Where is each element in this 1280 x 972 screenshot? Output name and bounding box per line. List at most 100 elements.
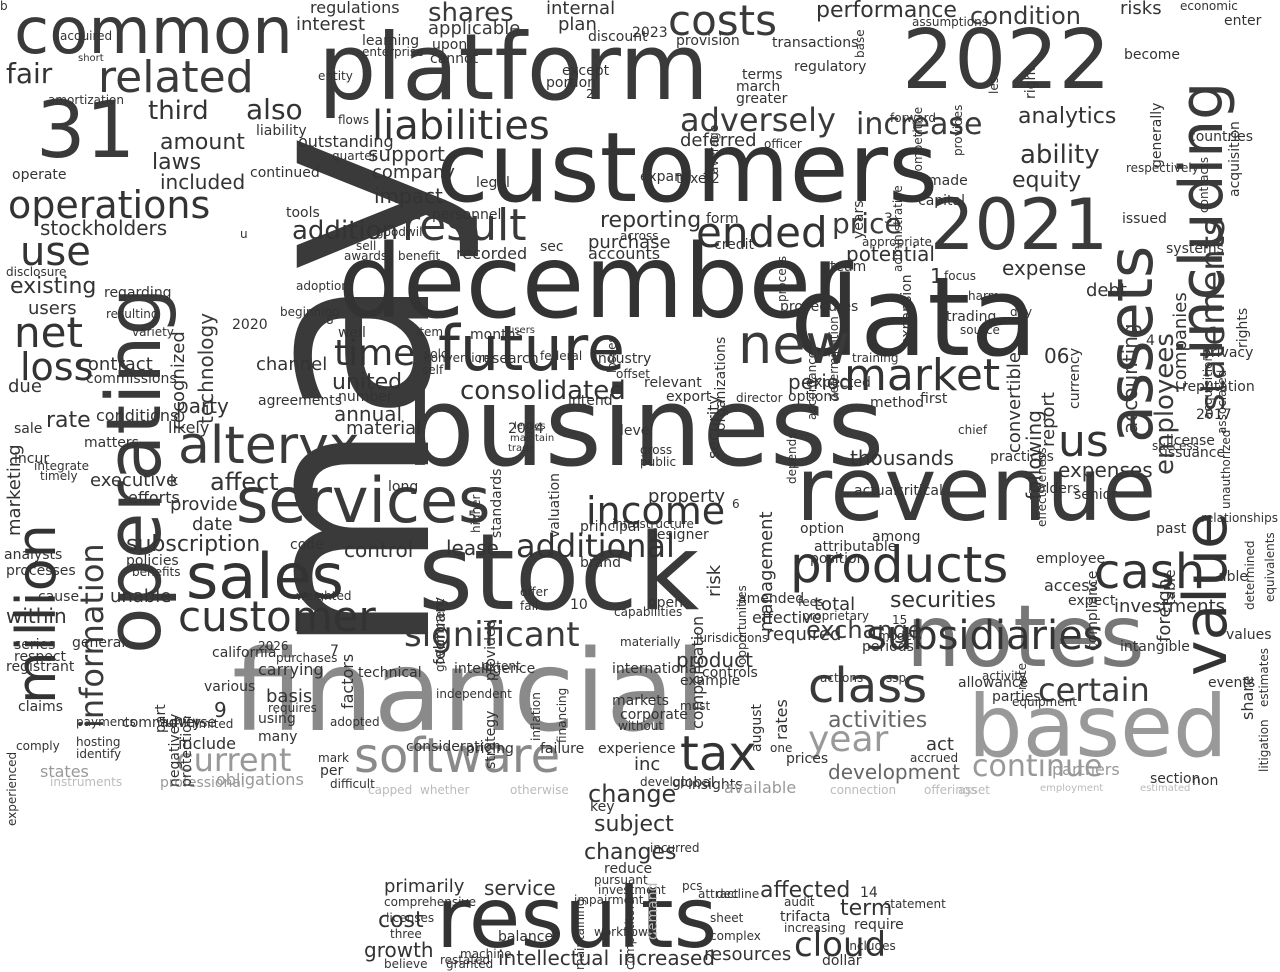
word-198: 2023 <box>632 25 668 41</box>
word-442: sheet <box>710 911 744 925</box>
word-203: issued <box>1122 211 1167 227</box>
word-455: 8 <box>326 313 334 327</box>
word-227: offer <box>520 585 548 599</box>
word-94: rate <box>46 408 91 433</box>
word-51: loss <box>20 345 94 389</box>
word-2: financial <box>232 627 706 757</box>
word-25: alteryx <box>178 416 360 476</box>
word-344: terms <box>742 67 783 83</box>
word-349: transactions <box>772 35 859 51</box>
word-461: 06 <box>1044 344 1070 368</box>
word-21: future <box>438 312 625 385</box>
word-457: 10 <box>570 597 588 613</box>
word-221: operate <box>12 167 67 183</box>
word-29: tax <box>680 726 757 782</box>
word-361: continued <box>250 165 320 181</box>
word-226: fail <box>520 599 539 613</box>
word-205: first <box>920 391 948 407</box>
word-214: contracts <box>1197 156 1211 213</box>
word-89: existing <box>10 274 97 299</box>
word-305: general <box>72 635 126 651</box>
word-276: asset <box>958 783 990 797</box>
word-337: entity <box>318 69 353 83</box>
word-358: credit <box>714 237 755 253</box>
word-364: goodwill <box>376 225 426 239</box>
word-259: require <box>854 917 904 933</box>
word-261: dollar <box>822 953 862 969</box>
word-102: support <box>368 142 445 166</box>
word-279: professional <box>160 775 245 791</box>
word-174: property <box>648 486 726 507</box>
word-133: likely <box>168 418 210 437</box>
word-32: related <box>98 52 254 103</box>
word-121: report <box>1038 391 1059 447</box>
word-76: affected <box>760 878 851 903</box>
word-34: costs <box>668 0 778 45</box>
word-284: trade <box>508 443 535 454</box>
word-7: platform <box>318 14 709 121</box>
word-31: class <box>808 658 928 714</box>
word-85: amount <box>160 130 245 155</box>
word-109: purchase <box>588 232 671 253</box>
word-394: day <box>1010 305 1033 319</box>
word-458: 12 <box>702 171 720 187</box>
word-223: short <box>78 53 104 64</box>
word-363: personnel <box>432 207 502 223</box>
word-312: hosting <box>76 735 121 749</box>
word-127: material <box>346 418 422 439</box>
word-112: deferred <box>680 130 757 151</box>
word-353: discount <box>588 29 648 45</box>
word-183: failure <box>540 741 585 757</box>
word-240: users <box>508 325 536 336</box>
word-446: employment <box>1040 783 1104 794</box>
word-454: 7 <box>330 643 339 659</box>
word-170: total <box>814 594 856 615</box>
word-436: machine <box>460 947 512 961</box>
word-330: right <box>1023 66 1039 100</box>
word-417: disclosure <box>6 265 67 279</box>
word-397: accrued <box>910 751 959 765</box>
word-391: self <box>422 363 444 377</box>
word-160: inc <box>634 754 661 775</box>
word-199: 2024 <box>508 421 544 437</box>
word-167: parties <box>992 689 1041 705</box>
word-319: estimates <box>1257 647 1271 707</box>
word-101: impact <box>374 184 443 208</box>
word-406: note <box>1015 662 1029 690</box>
word-434: three <box>390 927 422 941</box>
word-262: comprehensive <box>384 895 476 909</box>
word-9: revenue <box>796 438 1157 541</box>
word-415: associated <box>1215 370 1229 435</box>
word-71: cost <box>378 908 424 933</box>
word-265: restated <box>440 953 491 967</box>
word-452: 5 <box>468 509 477 525</box>
word-136: control <box>344 538 414 562</box>
word-49: use <box>20 229 91 275</box>
word-187: senior <box>1074 487 1117 503</box>
word-431: inflation <box>529 692 543 741</box>
word-238: conversion <box>424 351 490 365</box>
word-335: quarter <box>332 149 377 163</box>
word-218: capital <box>918 193 966 209</box>
word-4: customers <box>436 112 939 224</box>
word-264: believe <box>384 957 428 971</box>
word-432: financing <box>555 687 569 743</box>
word-413: opportunities <box>735 584 749 665</box>
word-370: sec <box>540 239 564 255</box>
word-247: designer <box>648 527 709 543</box>
word-114: expense <box>1002 256 1087 280</box>
word-43: continue <box>972 749 1103 784</box>
word-366: awards <box>344 249 388 263</box>
word-66: exchange <box>806 616 923 644</box>
word-291: actual <box>854 483 898 499</box>
word-126: annual <box>334 402 403 426</box>
word-233: well <box>338 325 366 341</box>
word-324: past <box>1156 521 1187 537</box>
word-208: rights <box>1235 307 1251 349</box>
word-135: date <box>192 514 233 535</box>
word-354: expand <box>640 169 692 185</box>
word-379: procedures <box>780 299 859 315</box>
word-368: beginning <box>280 305 340 319</box>
word-260: balance <box>498 929 554 945</box>
word-342: except <box>562 63 610 79</box>
